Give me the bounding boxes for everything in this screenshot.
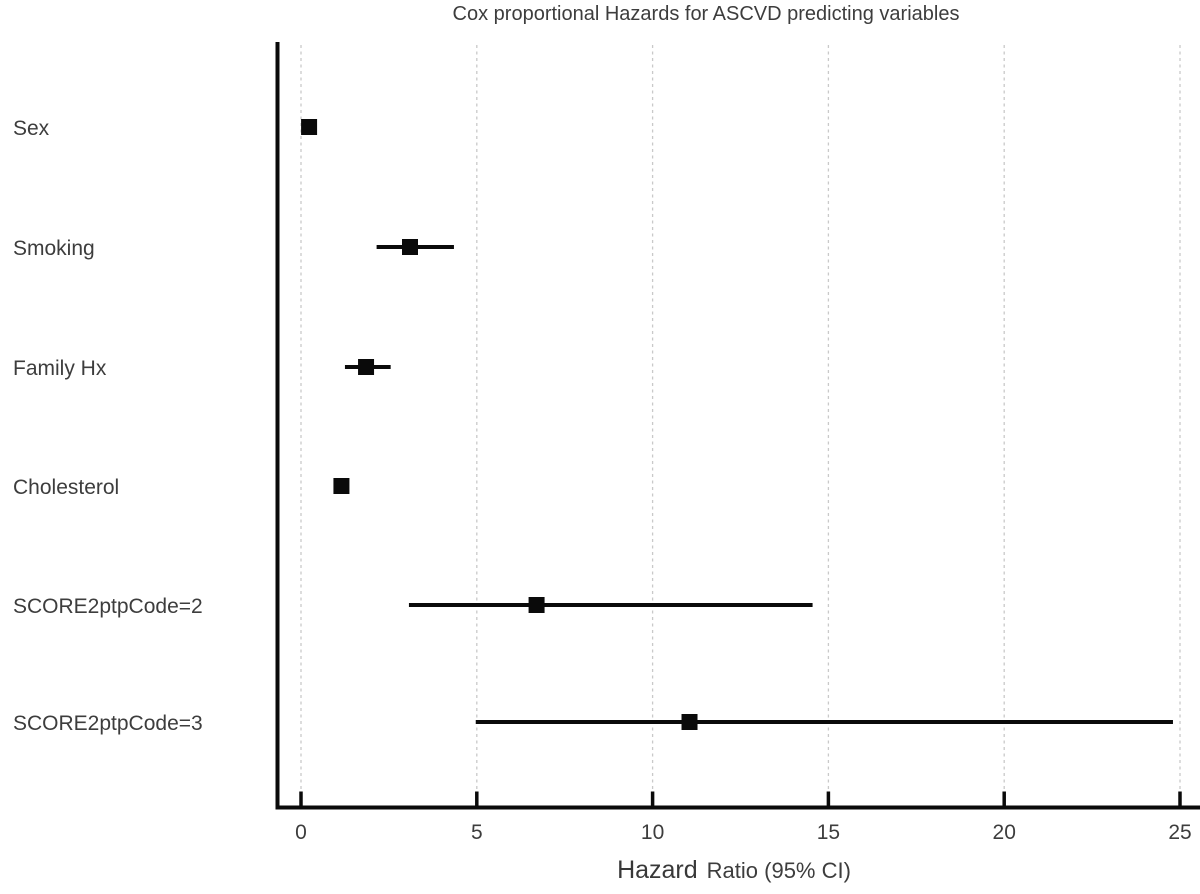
hr-marker xyxy=(301,119,318,135)
row-label: Cholesterol xyxy=(13,476,119,499)
hr-marker xyxy=(528,597,545,613)
x-tick-label: 20 xyxy=(993,821,1016,844)
row-label: Sex xyxy=(13,117,50,140)
row-label: Smoking xyxy=(13,237,95,260)
x-tick-label: 15 xyxy=(817,821,840,844)
x-axis-label-ratio-ci: Ratio (95% CI) xyxy=(706,858,851,883)
row-label: SCORE2ptpCode=2 xyxy=(13,595,203,618)
row-label: SCORE2ptpCode=3 xyxy=(13,712,203,735)
row-label: Family Hx xyxy=(13,357,107,380)
x-tick-label: 5 xyxy=(471,821,483,844)
x-axis-label: Hazard Ratio (95% CI) xyxy=(617,856,851,885)
x-tick-label: 10 xyxy=(641,821,664,844)
chart-title: Cox proportional Hazards for ASCVD predi… xyxy=(452,3,960,25)
hr-marker xyxy=(358,359,375,375)
hr-marker xyxy=(401,239,418,255)
x-tick-label: 0 xyxy=(295,821,307,844)
x-axis-label-hazard: Hazard xyxy=(617,856,698,884)
x-tick-label: 25 xyxy=(1168,821,1191,844)
hr-marker xyxy=(681,714,698,730)
hr-marker xyxy=(333,478,350,494)
